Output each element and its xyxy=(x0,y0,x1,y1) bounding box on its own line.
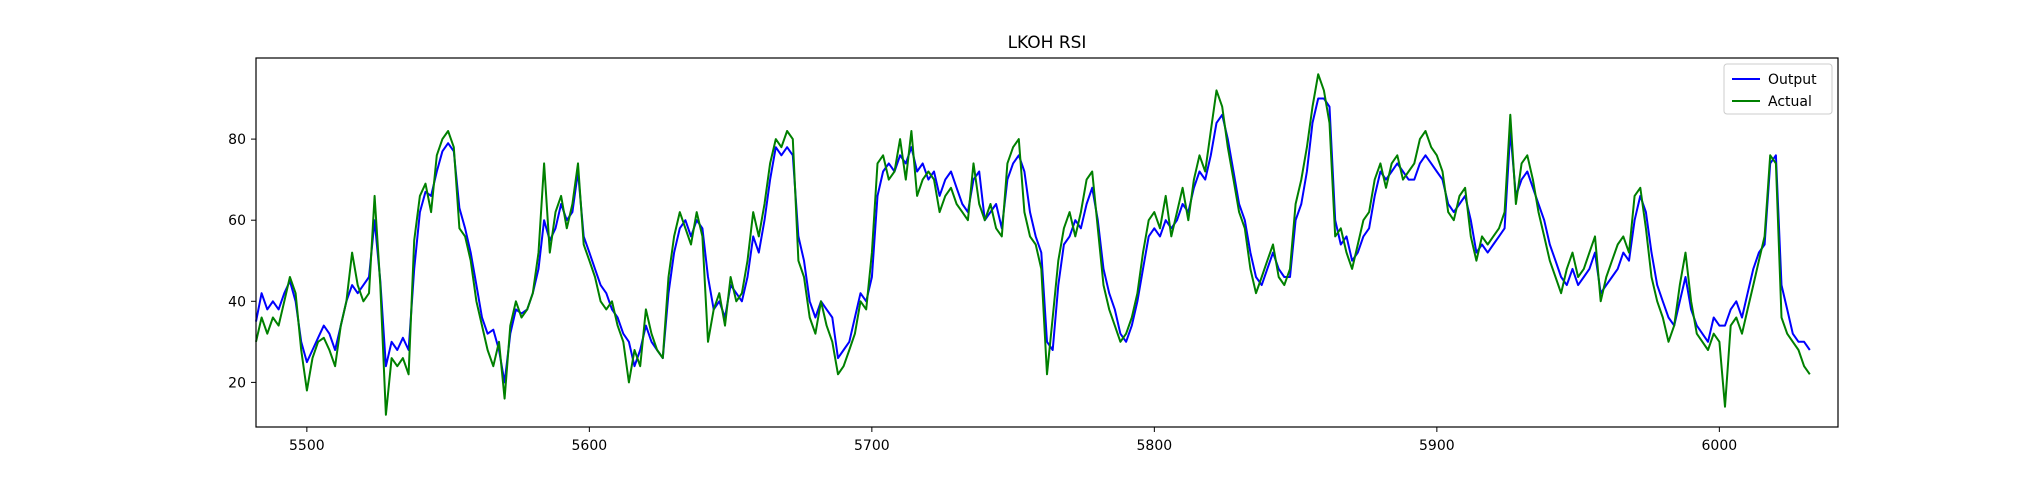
y-tick-label: 40 xyxy=(228,294,246,310)
x-tick-label: 5800 xyxy=(1137,438,1173,454)
x-tick-label: 6000 xyxy=(1702,438,1738,454)
legend: Output Actual xyxy=(1723,63,1833,115)
axes-frame xyxy=(255,57,1839,428)
y-tick-label: 80 xyxy=(228,132,246,148)
series-line-actual xyxy=(255,73,1811,416)
y-tick-label: 60 xyxy=(228,213,246,229)
x-tick-label: 5600 xyxy=(572,438,608,454)
x-tick-label: 5500 xyxy=(289,438,325,454)
series-layer xyxy=(255,73,1811,416)
x-tick-label: 5900 xyxy=(1419,438,1455,454)
legend-label-output: Output xyxy=(1768,72,1817,88)
x-tick-label: 5700 xyxy=(854,438,890,454)
axes-layer: 5500 5600 5700 5800 5900 6000 20 40 60 80 xyxy=(228,57,1839,454)
legend-label-actual: Actual xyxy=(1768,94,1812,110)
chart-title: LKOH RSI xyxy=(1008,33,1087,53)
y-tick-label: 20 xyxy=(228,375,246,391)
series-line-output xyxy=(255,97,1811,384)
